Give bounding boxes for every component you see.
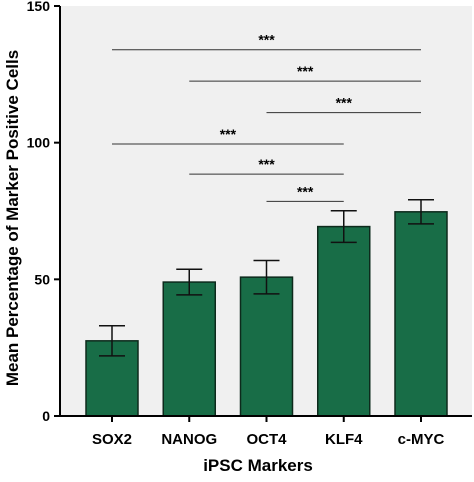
bar-klf4 (317, 225, 371, 417)
bar-c-myc (394, 211, 448, 417)
significance-label: *** (297, 63, 314, 79)
significance-label: *** (258, 156, 275, 172)
y-tick-label: 150 (27, 0, 51, 14)
significance-label: *** (297, 183, 314, 199)
y-tick-label: 50 (34, 271, 50, 287)
y-tick-label: 100 (27, 135, 51, 151)
x-tick-label-klf4: KLF4 (325, 431, 363, 448)
x-tick-label-nanog: NANOG (161, 431, 217, 448)
x-tick-label-oct4: OCT4 (246, 431, 287, 448)
y-axis-title: Mean Percentage of Marker Positive Cells (3, 50, 22, 386)
significance-layer: *** *** *** *** *** *** (112, 32, 421, 202)
significance-label: *** (258, 32, 275, 48)
axes-layer: 0 50 100 150 SOX2 NANOG OCT4 KLF4 c-MYC (27, 0, 472, 448)
x-tick-label-sox2: SOX2 (92, 431, 132, 448)
x-axis-title: iPSC Markers (203, 456, 313, 475)
significance-label: *** (220, 126, 237, 142)
y-tick-label: 0 (42, 408, 50, 424)
bar-oct4 (239, 276, 294, 417)
bar-nanog (162, 281, 216, 417)
significance-label: *** (336, 95, 353, 111)
x-tick-label-c-myc: c-MYC (398, 431, 445, 448)
